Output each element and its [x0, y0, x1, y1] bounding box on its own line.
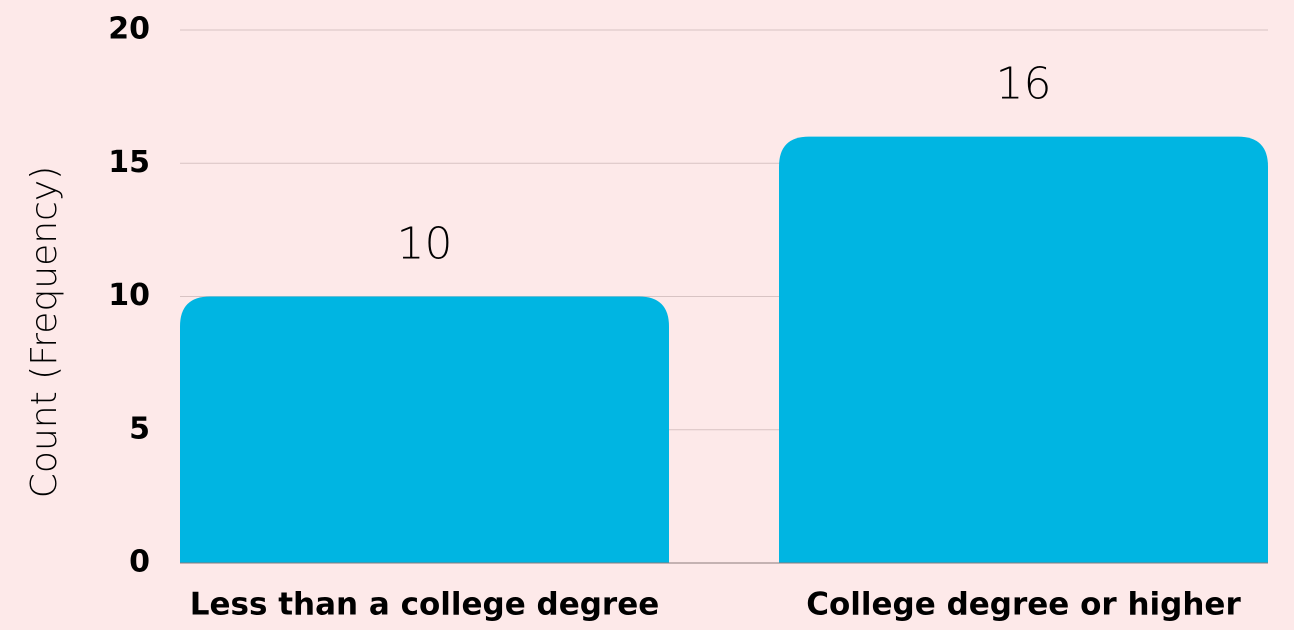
y-tick-label: 10	[108, 278, 150, 313]
y-tick-label: 5	[129, 411, 150, 446]
y-tick-label: 20	[108, 12, 150, 47]
y-tick-label: 15	[108, 145, 150, 180]
x-tick-label: Less than a college degree	[190, 587, 660, 623]
value-label: 16	[996, 59, 1052, 110]
bar	[779, 136, 1268, 563]
value-label: 10	[397, 219, 453, 270]
x-tick-label: College degree or higher	[806, 587, 1241, 623]
bar	[180, 296, 669, 563]
y-tick-label: 0	[129, 545, 150, 580]
y-axis-label: Count (Frequency)	[24, 166, 65, 498]
